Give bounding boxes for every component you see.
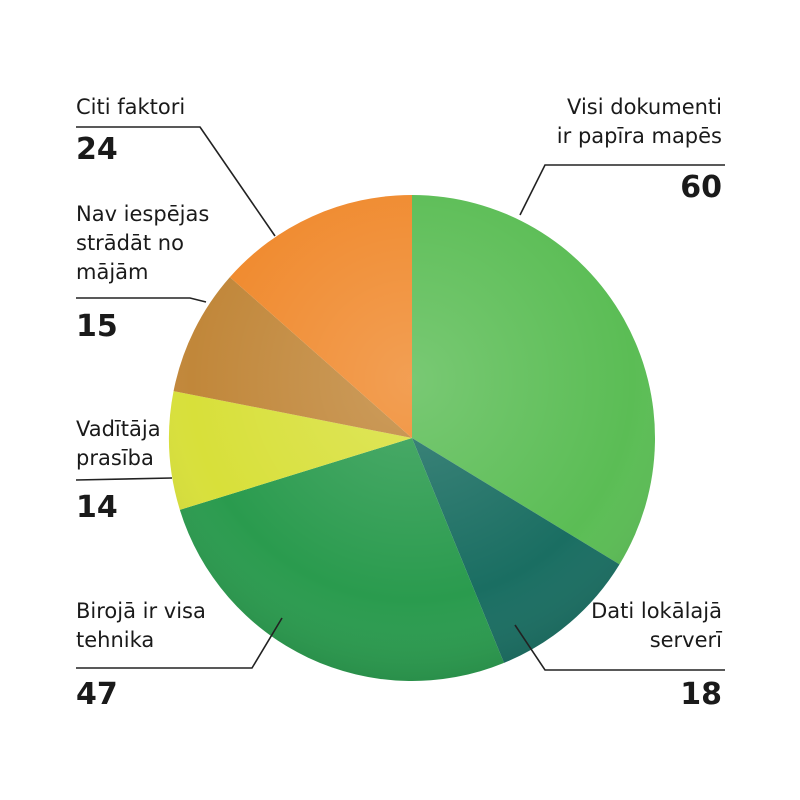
pie-shading — [169, 195, 655, 681]
value-biroja: 47 — [76, 679, 118, 711]
leader-line-4 — [76, 298, 206, 302]
value-nav-iespejas: 15 — [76, 311, 118, 343]
label-vaditaja: Vadītāja prasība — [76, 415, 161, 473]
value-vaditaja: 14 — [76, 492, 118, 524]
label-biroja: Birojā ir visa tehnika — [76, 597, 206, 655]
label-citi-faktori: Citi faktori — [76, 93, 185, 122]
value-dati-lokalaja: 18 — [680, 679, 722, 711]
value-citi-faktori: 24 — [76, 134, 118, 166]
label-nav-iespejas: Nav iespējas strādāt no mājām — [76, 200, 209, 287]
label-dati-lokalaja: Dati lokālajā serverī — [591, 597, 722, 655]
value-visi-dokumenti: 60 — [680, 172, 722, 204]
label-visi-dokumenti: Visi dokumenti ir papīra mapēs — [557, 93, 722, 151]
leader-line-3 — [76, 478, 172, 480]
